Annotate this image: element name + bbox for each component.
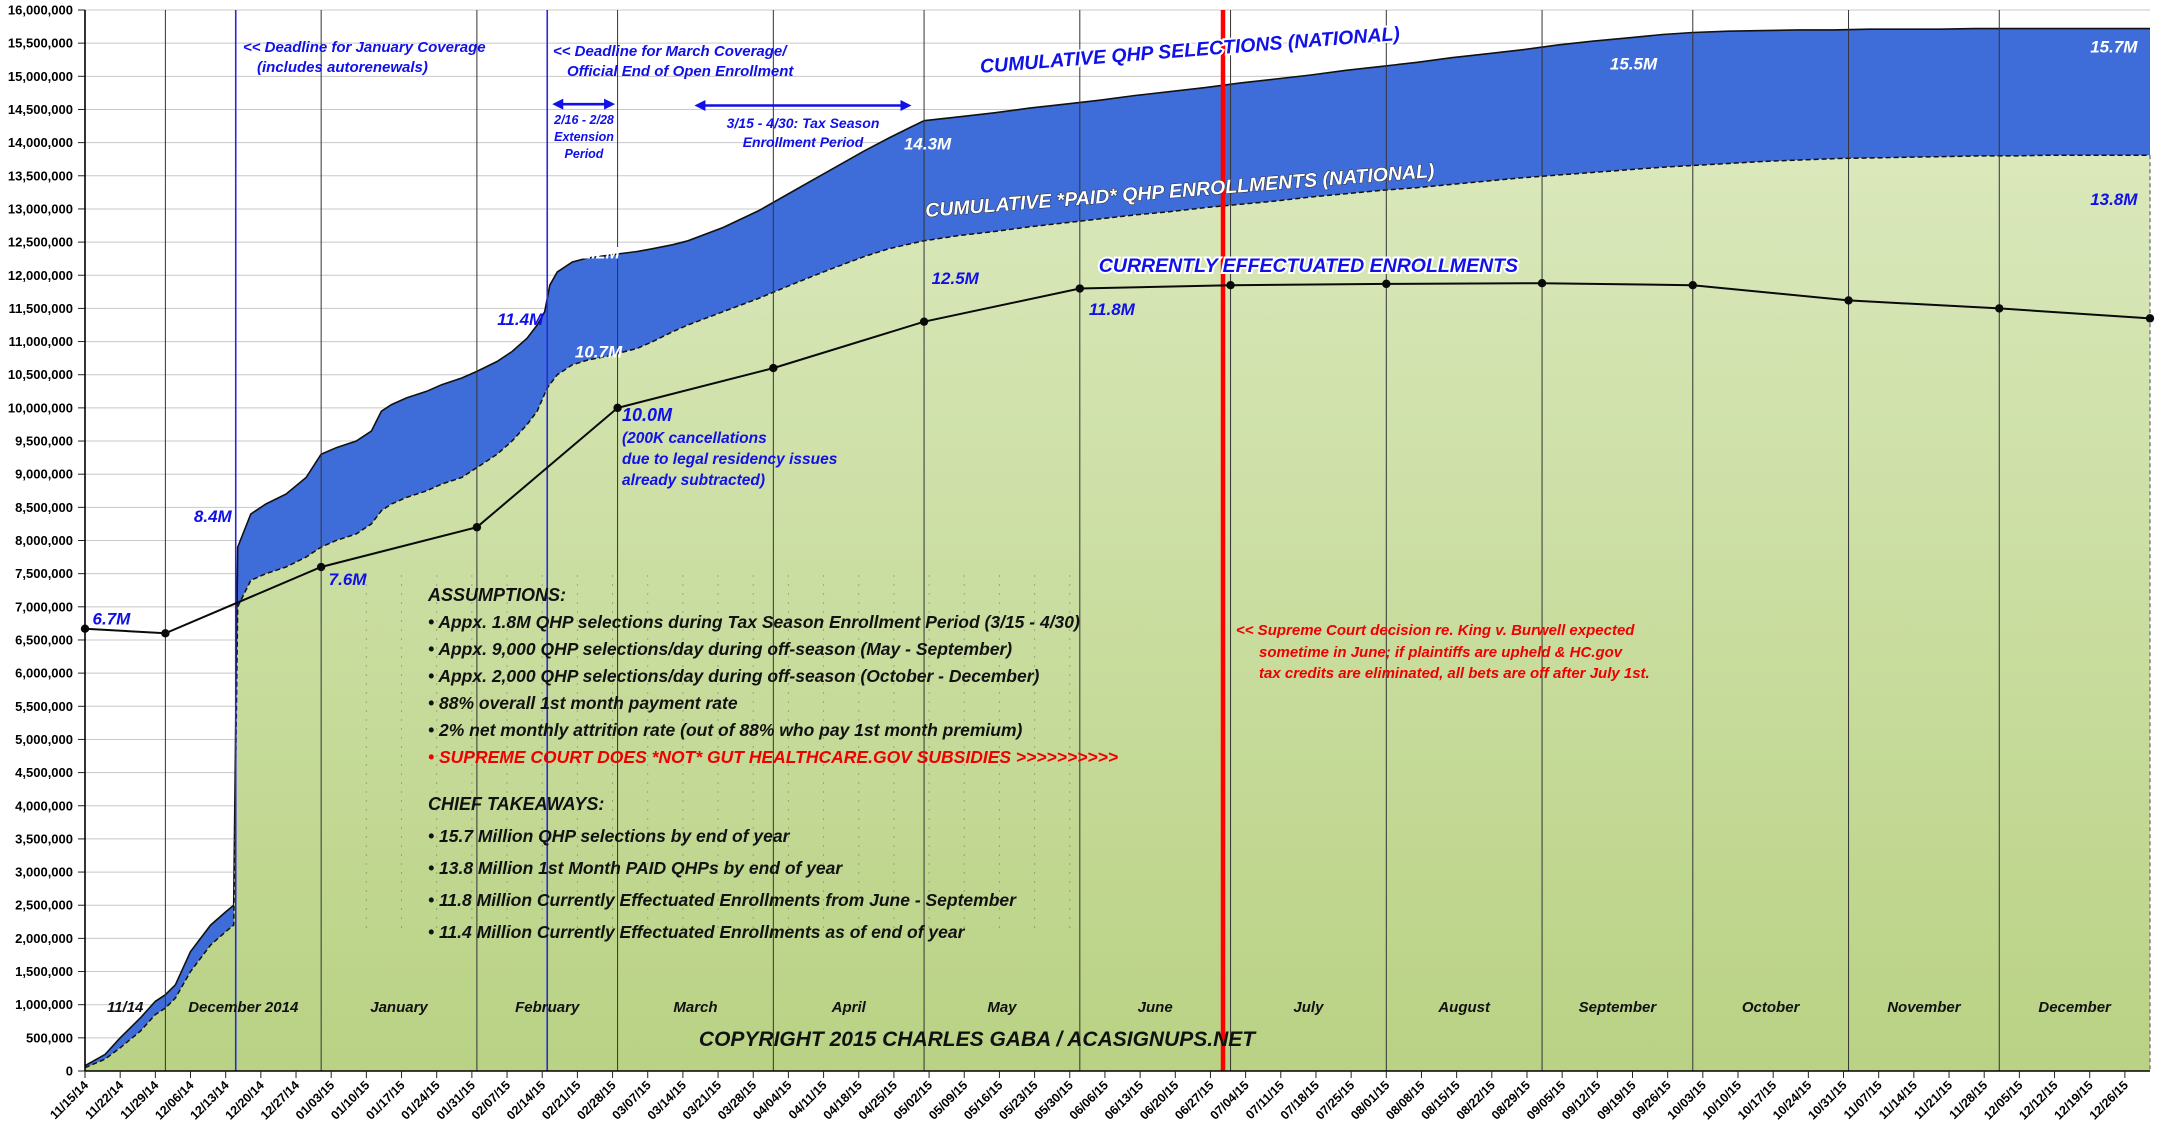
svg-text:December: December [2038,999,2112,1016]
deadline-lines [234,10,549,1071]
svg-text:2,000,000: 2,000,000 [15,931,73,946]
svg-text:8,500,000: 8,500,000 [15,500,73,515]
svg-text:15,500,000: 15,500,000 [8,36,73,51]
x-axis-ticks [84,1071,2126,1078]
svg-text:November: November [1887,999,1962,1016]
svg-text:1,000,000: 1,000,000 [15,997,73,1012]
svg-text:14.3M: 14.3M [904,134,952,153]
svg-text:500,000: 500,000 [26,1030,73,1045]
svg-text:13,000,000: 13,000,000 [8,201,73,216]
svg-text:5,500,000: 5,500,000 [15,699,73,714]
svg-text:6,000,000: 6,000,000 [15,666,73,681]
svg-text:0: 0 [66,1064,73,1079]
svg-text:5,000,000: 5,000,000 [15,732,73,747]
svg-text:January: January [370,999,428,1016]
svg-text:10,000,000: 10,000,000 [8,400,73,415]
svg-text:July: July [1293,999,1324,1016]
svg-text:13.8M: 13.8M [2090,190,2138,209]
svg-text:3,500,000: 3,500,000 [15,831,73,846]
svg-text:11,000,000: 11,000,000 [9,334,73,349]
svg-text:10/31/15: 10/31/15 [1805,1078,1849,1122]
svg-text:1,500,000: 1,500,000 [15,964,73,979]
svg-text:12,000,000: 12,000,000 [8,268,73,283]
weekly-gridlines [365,575,1071,935]
svg-text:11.8M: 11.8M [1089,300,1136,319]
data-labels: 6.7M 8.4M 7.6M 11.4M 12.2M 10.7M 14.3M 12.5M 11.… [93,37,2139,628]
svg-text:7.6M: 7.6M [329,570,368,589]
svg-text:14,500,000: 14,500,000 [8,102,73,117]
svg-text:3,000,000: 3,000,000 [15,865,73,880]
svg-text:14,000,000: 14,000,000 [8,135,73,150]
svg-text:9,000,000: 9,000,000 [15,467,73,482]
axis-lines [84,10,2150,1072]
svg-text:16,000,000: 16,000,000 [8,3,73,18]
svg-text:8.4M: 8.4M [194,507,233,526]
svg-text:September: September [1579,999,1658,1016]
svg-text:4,000,000: 4,000,000 [15,798,73,813]
svg-text:10,500,000: 10,500,000 [8,367,73,382]
svg-text:9,500,000: 9,500,000 [15,434,73,449]
svg-text:CUMULATIVE QHP SELECTIONS (NAT: CUMULATIVE QHP SELECTIONS (NATIONAL) [979,23,1400,78]
svg-text:12.2M: 12.2M [572,244,620,263]
svg-text:April: April [831,999,867,1016]
svg-text:7,500,000: 7,500,000 [15,566,73,581]
svg-text:11,500,000: 11,500,000 [9,301,73,316]
svg-text:CURRENTLY EFFECTUATED ENROLLME: CURRENTLY EFFECTUATED ENROLLMENTS [1099,255,1518,277]
effectuated-line [80,279,2155,638]
svg-text:4,500,000: 4,500,000 [15,765,73,780]
y-axis-labels: 0 500,000 1,000,000 1,500,000 2,000,000 2,500… [8,3,73,1079]
svg-text:December 2014: December 2014 [188,999,299,1016]
period-arrows [552,98,912,111]
svg-text:August: August [1437,999,1491,1016]
svg-text:7,000,000: 7,000,000 [15,599,73,614]
svg-text:6,500,000: 6,500,000 [15,632,73,647]
svg-text:May: May [987,999,1017,1016]
svg-text:13,500,000: 13,500,000 [8,168,73,183]
svg-text:February: February [515,999,580,1016]
svg-text:10.7M: 10.7M [575,342,623,361]
svg-text:15.7M: 15.7M [2090,37,2138,56]
svg-text:15.5M: 15.5M [1610,55,1658,74]
svg-text:11.4M: 11.4M [497,310,544,329]
svg-text:October: October [1742,999,1801,1016]
month-labels: 11/14 December 2014 January February March Ap… [107,999,2112,1016]
svg-text:March: March [673,999,717,1016]
month-gridlines [164,10,2000,1071]
paid-enrollments-area [84,154,2151,1071]
svg-text:12/26/15: 12/26/15 [2087,1078,2131,1122]
svg-text:6.7M: 6.7M [93,610,132,629]
svg-text:12.5M: 12.5M [932,269,980,288]
svg-text:15,000,000: 15,000,000 [8,69,73,84]
x-axis-labels: 11/15/1411/22/1411/29/1412/06/1412/13/14… [47,1078,2131,1122]
svg-text:8,000,000: 8,000,000 [15,533,73,548]
svg-text:07/04/15: 07/04/15 [1207,1078,1251,1122]
svg-text:2,500,000: 2,500,000 [15,898,73,913]
svg-text:12,500,000: 12,500,000 [8,235,73,250]
svg-text:04/04/15: 04/04/15 [750,1078,794,1122]
svg-text:June: June [1138,999,1173,1016]
svg-text:11/14: 11/14 [107,999,144,1016]
